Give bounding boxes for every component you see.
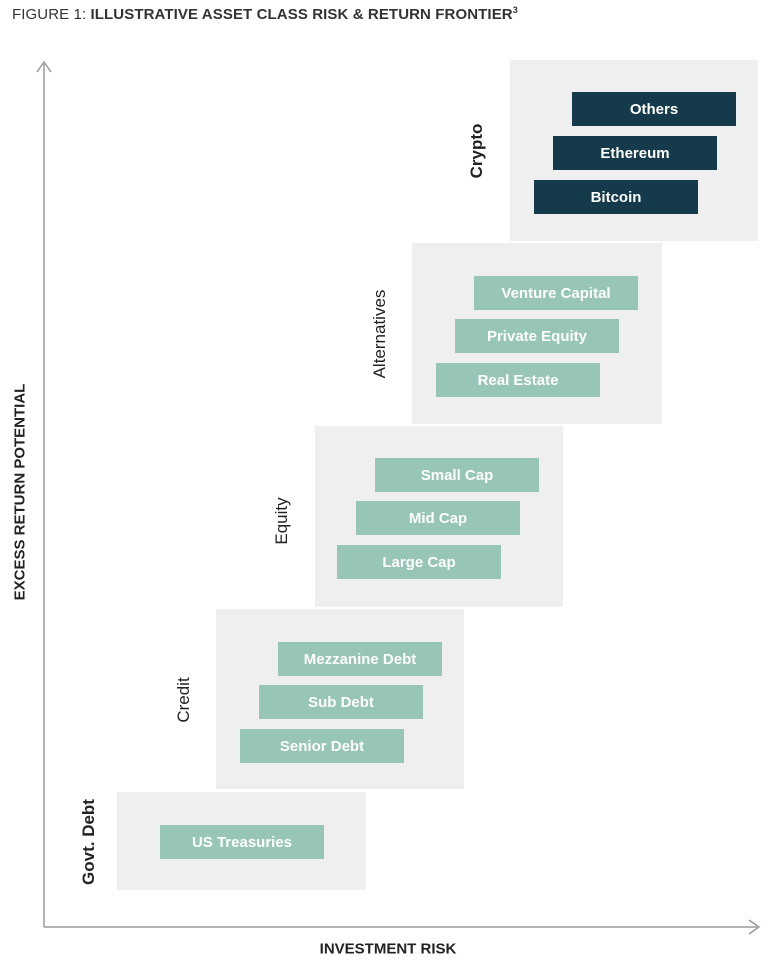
y-axis-arrow: [36, 60, 52, 73]
figure-title: FIGURE 1: ILLUSTRATIVE ASSET CLASS RISK …: [12, 5, 518, 23]
category-label-alternatives: Alternatives: [370, 289, 389, 379]
bar-private-equity: Private Equity: [455, 319, 619, 353]
category-label-crypto: Crypto: [467, 123, 486, 179]
bar-small-cap: Small Cap: [375, 458, 539, 492]
figure-title-text: ILLUSTRATIVE ASSET CLASS RISK & RETURN F…: [90, 6, 513, 23]
y-axis-label: EXCESS RETURN POTENTIAL: [11, 383, 29, 601]
bar-large-cap: Large Cap: [337, 545, 501, 579]
bar-venture-capital: Venture Capital: [474, 276, 638, 310]
bar-ethereum: Ethereum: [553, 136, 717, 170]
x-axis-label: INVESTMENT RISK: [319, 940, 457, 958]
bar-bitcoin: Bitcoin: [534, 180, 698, 214]
bar-us-treasuries: US Treasuries: [160, 825, 324, 859]
category-label-equity: Equity: [272, 497, 291, 545]
category-label-credit: Credit: [174, 677, 193, 723]
bar-real-estate: Real Estate: [436, 363, 600, 397]
figure-footnote-marker: 3: [512, 5, 518, 15]
bar-sub-debt: Sub Debt: [259, 685, 423, 719]
figure-prefix: FIGURE 1:: [12, 6, 91, 23]
x-axis-arrow: [748, 919, 761, 935]
bar-mid-cap: Mid Cap: [356, 501, 520, 535]
bar-others: Others: [572, 92, 736, 126]
bar-senior-debt: Senior Debt: [240, 729, 404, 763]
bar-mezzanine-debt: Mezzanine Debt: [278, 642, 442, 676]
category-label-govt-debt: Govt. Debt: [79, 799, 98, 885]
